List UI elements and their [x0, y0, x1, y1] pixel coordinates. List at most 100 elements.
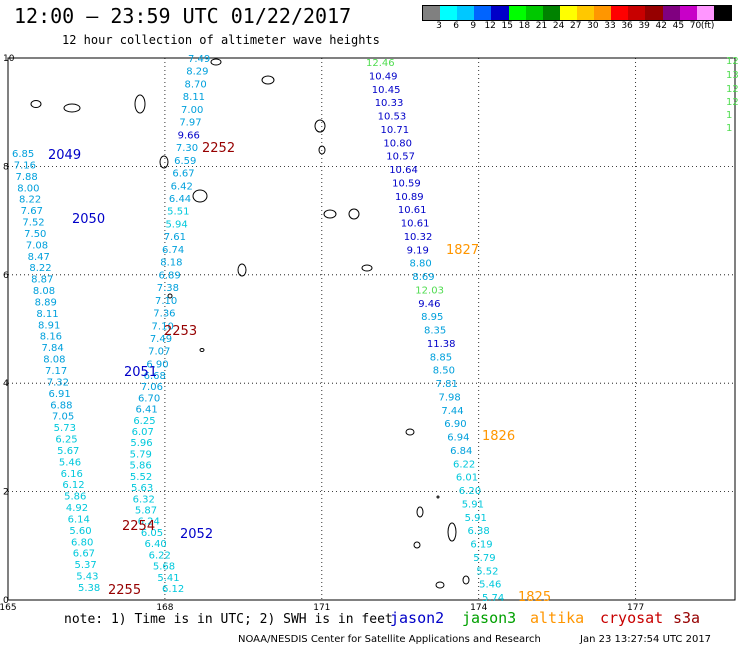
wave-height-value: 5.52 — [476, 566, 498, 577]
wave-height-value: 8.89 — [35, 297, 57, 308]
wave-height-value: 10.49 — [369, 71, 398, 82]
legend-swatch — [662, 6, 680, 20]
wave-height-value: 11.38 — [427, 339, 456, 350]
wave-height-value: 9.19 — [407, 245, 429, 256]
edge-wave-value: 12 — [726, 97, 739, 108]
island-outline — [210, 58, 222, 66]
wave-height-value: 5.46 — [59, 457, 81, 468]
wave-height-value: 12.46 — [366, 58, 395, 69]
legend-tick-label: 36 — [621, 21, 633, 31]
legend-swatch — [508, 6, 526, 20]
footer-credit: NOAA/NESDIS Center for Satellite Applica… — [238, 634, 541, 645]
wave-height-value: 7.07 — [148, 347, 170, 358]
y-tick-label: 0 — [3, 596, 9, 606]
legend-swatch — [440, 6, 458, 20]
pass-number-label: 1825 — [518, 590, 551, 605]
legend-swatch — [576, 6, 595, 20]
wave-height-value: 6.22 — [453, 459, 475, 470]
legend-swatch — [696, 6, 714, 20]
legend-tick-label: 24 — [552, 21, 565, 31]
wave-height-value: 8.00 — [17, 183, 39, 194]
wave-height-value: 7.08 — [26, 240, 48, 251]
y-tick-label: 10 — [3, 54, 15, 64]
x-tick-label: 177 — [627, 603, 644, 613]
legend-tick-label: 70 — [689, 21, 702, 31]
wave-height-value: 5.87 — [135, 506, 157, 517]
wave-height-value: 7.44 — [441, 406, 463, 417]
wave-height-value: 6.40 — [145, 539, 167, 550]
footer-timestamp: Jan 23 13:27:54 UTC 2017 — [580, 634, 712, 645]
wave-height-value: 8.47 — [28, 252, 50, 263]
x-tick-label: 168 — [156, 603, 173, 613]
island-outline — [323, 209, 337, 219]
wave-height-value: 7.38 — [157, 283, 179, 294]
x-tick-label: 174 — [470, 603, 487, 613]
wave-height-value: 6.68 — [144, 371, 166, 382]
wave-height-value: 6.14 — [68, 514, 90, 525]
wave-height-value: 5.73 — [54, 423, 76, 434]
wave-height-value: 7.16 — [14, 160, 36, 171]
wave-height-value: 12.03 — [415, 285, 444, 296]
island-outline — [134, 94, 146, 114]
wave-height-value: 6.01 — [456, 473, 478, 484]
legend-swatch — [457, 6, 475, 20]
pass-number-label: 1827 — [446, 243, 479, 258]
edge-wave-value: 13 — [726, 70, 739, 81]
wave-height-value: 8.11 — [183, 92, 205, 103]
pass-number-label: 2049 — [48, 148, 81, 163]
wave-height-value: 5.79 — [473, 553, 495, 564]
wave-height-value: 7.61 — [164, 232, 186, 243]
wave-height-value: 10.57 — [386, 152, 415, 163]
page-title: 12:00 – 23:59 UTC 01/22/2017 — [14, 4, 352, 28]
wave-height-value: 8.22 — [29, 263, 51, 274]
legend-tick-label: 6 — [453, 21, 459, 31]
wave-height-value: 6.44 — [169, 194, 191, 205]
wave-height-value: 7.10 — [152, 321, 174, 332]
wave-height-value: 5.68 — [153, 562, 175, 573]
wave-height-value: 6.80 — [71, 537, 93, 548]
wave-height-value: 8.08 — [33, 286, 55, 297]
wave-height-value: 8.70 — [185, 79, 207, 90]
island-outline — [405, 428, 415, 436]
island-outline — [416, 506, 424, 518]
edge-wave-value: 1 — [726, 123, 732, 134]
wave-height-value: 8.91 — [38, 320, 60, 331]
wave-height-value: 10.61 — [401, 219, 430, 230]
wave-height-value: 4.92 — [66, 503, 88, 514]
edge-wave-value: 12 — [726, 84, 739, 95]
island-outline — [237, 263, 247, 277]
pass-number-label: 2254 — [122, 519, 155, 534]
legend-tick-label: 27 — [570, 21, 582, 31]
x-tick-label: 165 — [0, 603, 17, 613]
legend-swatch — [628, 6, 646, 20]
wave-height-value: 7.81 — [436, 379, 458, 390]
wave-height-value: 10.53 — [378, 112, 407, 123]
wave-height-value: 8.80 — [410, 259, 432, 270]
wave-height-value: 8.50 — [433, 366, 455, 377]
x-tick-label: 171 — [313, 603, 330, 613]
island-outline — [261, 75, 275, 85]
wave-height-value: 6.22 — [149, 550, 171, 561]
wave-height-value: 10.64 — [389, 165, 418, 176]
wave-height-value: 5.63 — [131, 483, 153, 494]
legend-tick-label: 42 — [655, 21, 667, 31]
wave-height-value: 9.66 — [178, 130, 200, 141]
wave-height-value: 5.86 — [129, 461, 151, 472]
pass-number-label: 2051 — [124, 365, 157, 380]
wave-height-value: 6.38 — [468, 526, 490, 537]
wave-height-value: 6.42 — [171, 181, 193, 192]
island-outline — [63, 103, 81, 113]
island-outline — [447, 522, 457, 542]
legend-sat-cryosat: cryosat — [600, 609, 664, 627]
wave-height-value: 7.67 — [21, 206, 43, 217]
wave-height-value: 7.32 — [47, 377, 69, 388]
wave-height-value: 6.12 — [162, 584, 184, 595]
legend-swatch — [474, 6, 492, 20]
island-outline — [159, 155, 169, 169]
legend-swatch — [611, 6, 629, 20]
pass-number-label: 2050 — [72, 212, 105, 227]
legend-sat-jason3: jason3 — [462, 609, 517, 627]
legend-tick-label: (ft) — [700, 21, 715, 31]
island-outline — [462, 575, 470, 585]
wave-height-value: 7.05 — [52, 412, 74, 423]
